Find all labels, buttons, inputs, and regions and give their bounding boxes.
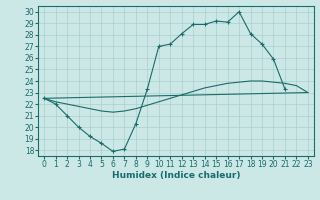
X-axis label: Humidex (Indice chaleur): Humidex (Indice chaleur) <box>112 171 240 180</box>
